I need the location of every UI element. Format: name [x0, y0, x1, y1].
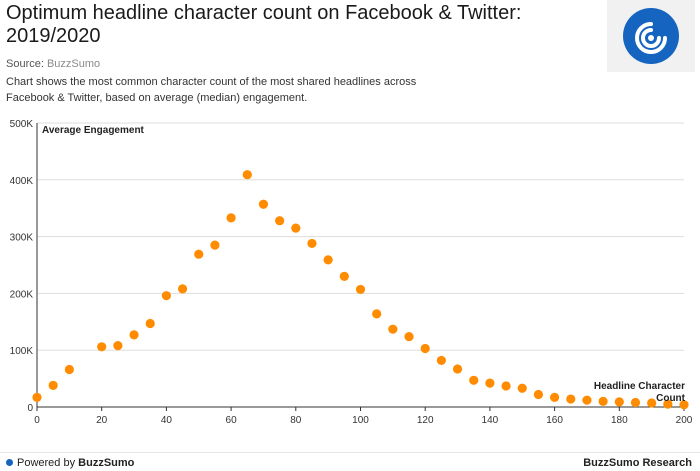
- data-point[interactable]: [404, 331, 414, 342]
- x-tick-label: 40: [161, 415, 173, 426]
- data-point[interactable]: [566, 394, 576, 404]
- data-point[interactable]: [113, 341, 123, 351]
- x-tick-label: 20: [96, 415, 108, 426]
- data-point[interactable]: [647, 398, 657, 408]
- source-label: Source:: [6, 58, 47, 70]
- powered-by[interactable]: Powered by BuzzSumo: [6, 457, 134, 469]
- data-point[interactable]: [550, 392, 560, 402]
- data-point[interactable]: [614, 397, 624, 407]
- data-point[interactable]: [194, 249, 204, 259]
- buzzsumo-logo: [607, 0, 695, 72]
- data-point[interactable]: [161, 291, 171, 301]
- x-tick-label: 60: [226, 415, 238, 426]
- data-point[interactable]: [452, 364, 463, 374]
- data-point[interactable]: [355, 284, 366, 295]
- source-link[interactable]: BuzzSumo: [46, 58, 101, 70]
- research-credit: BuzzSumo Research: [583, 457, 692, 469]
- x-axis-label-line-1: Headline Character: [594, 381, 685, 392]
- data-point[interactable]: [32, 392, 42, 402]
- x-tick-label: 160: [546, 415, 563, 426]
- data-point[interactable]: [582, 395, 592, 405]
- x-tick-label: 80: [290, 415, 302, 426]
- y-tick-label: 100K: [10, 346, 34, 357]
- x-axis-label-line-2: Count: [656, 393, 686, 404]
- chart-description: Chart shows the most common character co…: [6, 76, 417, 104]
- data-point[interactable]: [258, 199, 269, 209]
- chart-footer: Powered by BuzzSumo BuzzSumo Research: [0, 452, 700, 471]
- data-points: [32, 170, 689, 410]
- data-point[interactable]: [469, 375, 479, 385]
- y-tick-label: 200K: [10, 289, 34, 300]
- x-tick-label: 100: [352, 415, 369, 426]
- data-point[interactable]: [436, 355, 446, 366]
- data-point[interactable]: [210, 240, 220, 250]
- x-tick-label: 180: [611, 415, 628, 426]
- x-tick-label: 120: [417, 415, 434, 426]
- data-point[interactable]: [630, 397, 641, 408]
- chart-header: Optimum headline character count on Face…: [6, 2, 596, 106]
- data-point[interactable]: [339, 271, 349, 281]
- data-point[interactable]: [291, 223, 301, 233]
- data-point[interactable]: [372, 309, 382, 319]
- data-point[interactable]: [226, 213, 236, 223]
- brand-dot-icon: [6, 459, 13, 466]
- data-point[interactable]: [485, 378, 495, 388]
- y-axis-label: Average Engagement: [42, 125, 145, 136]
- data-point[interactable]: [275, 216, 285, 226]
- data-point[interactable]: [517, 383, 527, 393]
- x-tick-label: 0: [34, 415, 40, 426]
- data-point[interactable]: [129, 330, 139, 340]
- powered-prefix: Powered by: [17, 457, 79, 469]
- x-tick-label: 140: [482, 415, 499, 426]
- y-tick-label: 400K: [10, 176, 34, 187]
- data-point[interactable]: [307, 238, 317, 249]
- source-line: Source: BuzzSumo: [6, 58, 596, 70]
- data-point[interactable]: [97, 342, 107, 352]
- axes: 0 100K 200K 300K 400K 500K 0 20 40 60 80 100 120 140 1…: [10, 119, 693, 426]
- data-point[interactable]: [177, 284, 188, 294]
- data-point[interactable]: [64, 364, 74, 375]
- data-point[interactable]: [501, 381, 511, 391]
- data-point[interactable]: [48, 380, 58, 391]
- data-point[interactable]: [420, 343, 430, 354]
- data-point[interactable]: [533, 389, 544, 400]
- data-point[interactable]: [323, 255, 333, 265]
- y-tick-label: 300K: [10, 233, 34, 244]
- grid-lines: [37, 122, 684, 351]
- data-point[interactable]: [145, 318, 155, 329]
- data-point[interactable]: [679, 400, 689, 410]
- chart-title: Optimum headline character count on Face…: [6, 2, 522, 47]
- rss-logo-icon: [623, 8, 679, 64]
- powered-brand: BuzzSumo: [78, 457, 135, 469]
- y-tick-label: 500K: [10, 119, 34, 130]
- data-point[interactable]: [388, 324, 398, 334]
- data-point[interactable]: [663, 399, 673, 409]
- data-point[interactable]: [242, 170, 252, 180]
- y-tick-label: 0: [27, 403, 33, 414]
- x-tick-label: 200: [676, 415, 693, 426]
- data-point[interactable]: [598, 396, 608, 406]
